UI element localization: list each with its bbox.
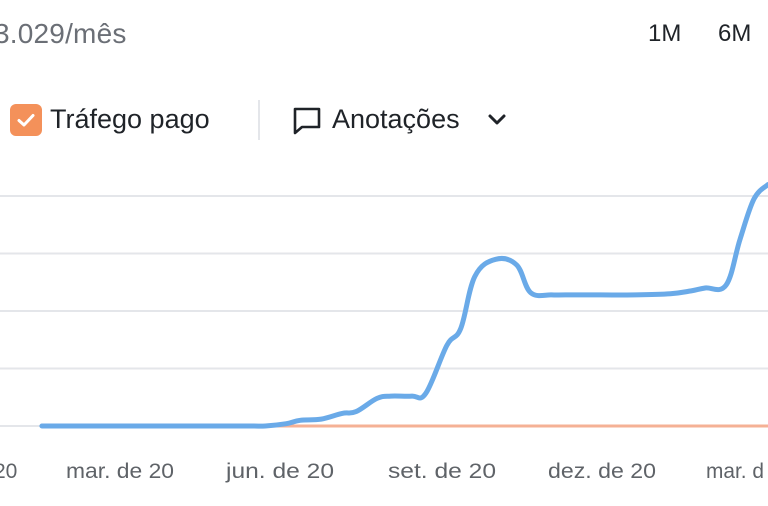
x-tick-label-partial: 20 bbox=[0, 460, 17, 483]
range-1m-button[interactable]: 1M bbox=[648, 20, 682, 47]
x-tick-label-3: dez. de 20 bbox=[548, 460, 656, 483]
organic-traffic-line bbox=[39, 182, 768, 429]
chart-gridlines bbox=[0, 195, 768, 427]
annotations-dropdown[interactable]: Anotações bbox=[292, 100, 512, 140]
check-icon bbox=[17, 114, 35, 127]
annotations-label: Anotações bbox=[332, 104, 460, 134]
paid-traffic-label: Tráfego pago bbox=[50, 104, 210, 134]
x-tick-label-1: jun. de 20 bbox=[225, 460, 334, 483]
legend-row: Tráfego pago Anotações bbox=[0, 96, 768, 144]
x-tick-label-0: mar. de 20 bbox=[66, 460, 174, 483]
x-tick-label-4: mar. d bbox=[706, 460, 764, 483]
speech-bubble-icon bbox=[293, 107, 321, 135]
paid-traffic-checkbox[interactable] bbox=[10, 104, 42, 136]
chevron-down-icon bbox=[488, 114, 506, 125]
x-tick-label-2: set. de 20 bbox=[388, 460, 496, 483]
legend-divider bbox=[258, 100, 260, 140]
traffic-chart: 20 mar. de 20 jun. de 20 set. de 20 dez. de … bbox=[0, 182, 768, 483]
range-6m-button[interactable]: 6M bbox=[718, 20, 752, 47]
chart-lines bbox=[39, 182, 768, 429]
chart-x-ticks: 20 mar. de 20 jun. de 20 set. de 20 dez. de … bbox=[0, 460, 764, 483]
traffic-value: 3.029/mês bbox=[0, 18, 127, 49]
